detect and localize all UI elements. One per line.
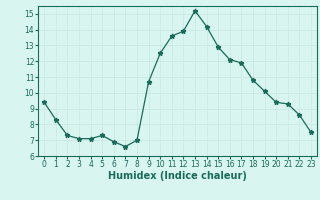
X-axis label: Humidex (Indice chaleur): Humidex (Indice chaleur) <box>108 171 247 181</box>
